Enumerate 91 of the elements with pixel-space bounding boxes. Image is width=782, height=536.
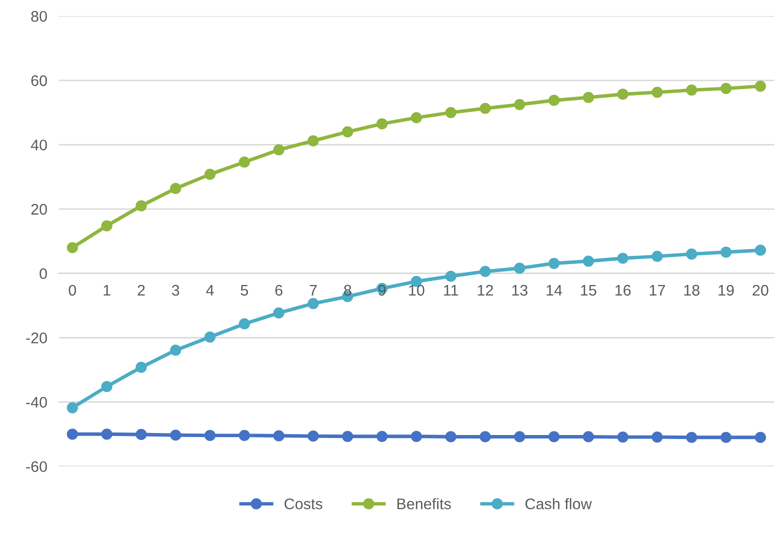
point [238, 430, 250, 441]
point [445, 431, 456, 442]
point [514, 431, 526, 442]
point [514, 98, 526, 110]
legend-label: Costs [284, 498, 322, 510]
point [273, 430, 284, 442]
y-tick-label: 60 [31, 75, 47, 86]
point [101, 220, 112, 232]
point [617, 252, 628, 264]
x-tick-label: 7 [310, 285, 317, 296]
point [582, 431, 594, 442]
point [514, 262, 526, 274]
point [376, 118, 388, 130]
y-tick-label: -20 [26, 332, 47, 344]
x-tick-label: 12 [478, 284, 493, 296]
point [445, 270, 456, 282]
y-tick-label: -40 [26, 396, 47, 408]
point [204, 168, 216, 180]
x-tick-label: 5 [240, 285, 248, 296]
point [238, 318, 250, 330]
point [445, 107, 456, 118]
point [652, 86, 663, 98]
x-tick-label: 9 [378, 284, 386, 296]
point [582, 256, 594, 267]
point [754, 80, 766, 92]
y-tick-label: 20 [31, 204, 47, 215]
point [686, 432, 698, 443]
point [136, 200, 147, 212]
point [308, 135, 319, 146]
point [376, 430, 388, 442]
legend-label: Benefits [397, 498, 451, 510]
point [652, 432, 663, 443]
point [204, 331, 216, 343]
point [170, 430, 182, 441]
point [273, 144, 284, 156]
x-tick-label: 18 [684, 284, 700, 296]
point [686, 248, 698, 260]
y-tick-label: 40 [30, 140, 47, 150]
point [480, 102, 491, 114]
point [720, 246, 732, 258]
y-tick-label: 80 [31, 10, 47, 22]
point [754, 432, 766, 443]
x-tick-label: 15 [581, 285, 596, 296]
x-tick-label: 11 [444, 285, 458, 296]
point [582, 92, 594, 103]
x-tick-label: 6 [275, 284, 282, 296]
point [548, 431, 560, 442]
y-tick-label: -60 [26, 461, 47, 472]
x-tick-label: 10 [409, 284, 424, 296]
point [101, 428, 112, 440]
legend-label: Cash flow [526, 498, 592, 510]
point [308, 430, 319, 442]
point [66, 428, 78, 440]
point [238, 156, 250, 168]
point [480, 431, 491, 442]
point [652, 250, 663, 262]
point [686, 84, 698, 96]
point [617, 432, 628, 443]
x-tick-label: 17 [650, 285, 665, 296]
point [170, 182, 182, 194]
point [342, 126, 354, 138]
point [720, 82, 732, 94]
point [342, 430, 354, 442]
point [548, 258, 560, 269]
point [136, 428, 147, 440]
x-tick-label: 2 [138, 284, 145, 296]
point [273, 307, 284, 318]
point [136, 362, 147, 373]
point [170, 344, 182, 356]
x-tick-label: 16 [615, 284, 631, 296]
point [204, 430, 216, 441]
x-tick-label: 19 [718, 284, 734, 296]
point [480, 266, 491, 277]
x-tick-label: 4 [206, 285, 214, 296]
point [66, 242, 78, 254]
point [617, 88, 628, 100]
x-tick-label: 14 [546, 285, 562, 296]
point [410, 112, 422, 124]
point [101, 381, 112, 392]
point [548, 94, 560, 106]
point [308, 298, 319, 310]
y-tick-label: 0 [40, 268, 47, 280]
x-tick-label: 1 [104, 285, 110, 296]
point [720, 432, 732, 443]
point [754, 244, 766, 256]
point [410, 430, 422, 442]
point [66, 402, 78, 414]
x-tick-label: 20 [752, 284, 768, 296]
x-tick-label: 3 [172, 284, 180, 296]
x-tick-label: 13 [512, 284, 528, 296]
x-tick-label: 0 [68, 284, 76, 296]
